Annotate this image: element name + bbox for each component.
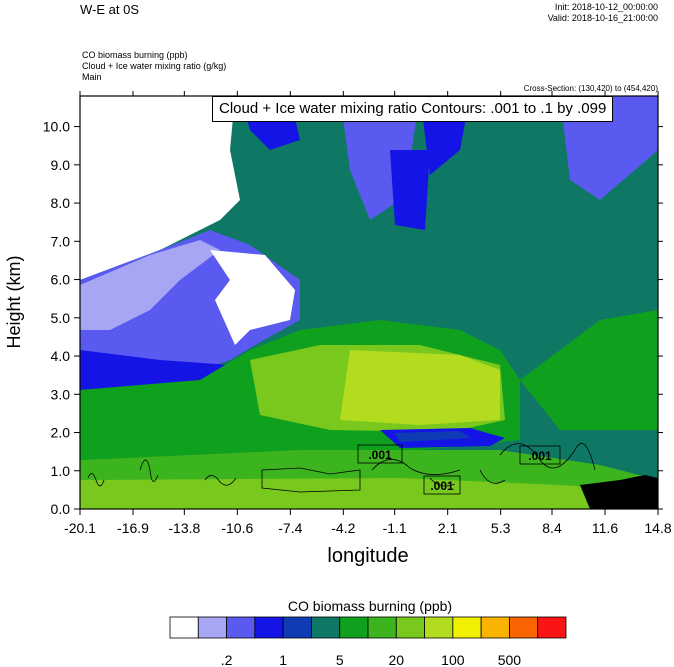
field-main-label: Main [82, 72, 102, 82]
x-tick-label: -1.1 [383, 520, 407, 536]
plot-title: W-E at 0S [80, 2, 140, 17]
colorbar-cell [509, 616, 539, 639]
colorbar-cell [282, 616, 312, 639]
x-tick-label: 8.4 [542, 520, 562, 536]
y-tick-label: 10.0 [43, 119, 70, 135]
colorbar-cell [339, 616, 369, 639]
contour-tags: .001 .001 .001 [357, 444, 561, 495]
cross-section-label: Cross-Section: (130,420) to (454,420) [523, 84, 658, 93]
contour-tag-label: .001 [368, 448, 392, 462]
cloud-contours [87, 443, 596, 493]
contour-tag-label: .001 [430, 479, 454, 493]
colorbar-tick-label: 100 [441, 652, 465, 667]
x-axis: -20.1 -16.9 -13.8 -10.6 -7.4 -4.2 -1.1 2.1 5.3 8.… [64, 91, 672, 536]
y-axis-label: Height (km) [4, 255, 24, 348]
x-tick-label: -16.9 [117, 520, 149, 536]
y-tick-label: 2.0 [51, 425, 71, 441]
colorbar-cell [424, 616, 454, 639]
contour-tag-box [423, 475, 461, 495]
colorbar-cell [537, 616, 567, 639]
colorbar-cell [197, 616, 227, 639]
colorbar-cell [254, 616, 284, 639]
valid-time: Valid: 2018-10-16_21:00:00 [547, 13, 658, 23]
x-tick-label: -20.1 [64, 520, 96, 536]
x-tick-label: -7.4 [278, 520, 302, 536]
contour-tag-box [519, 445, 561, 465]
heatmap-field [80, 96, 658, 509]
x-tick-label: 5.3 [491, 520, 511, 536]
colorbar-tick-label: 1 [279, 652, 287, 667]
colorbar-cell [367, 616, 397, 639]
colorbar-title: CO biomass burning (ppb) [288, 598, 452, 614]
x-axis-label: longitude [327, 545, 408, 567]
field-co-label: CO biomass burning (ppb) [82, 50, 188, 60]
field-cloud-label: Cloud + Ice water mixing ratio (g/kg) [82, 61, 227, 71]
x-tick-label: 2.1 [438, 520, 458, 536]
y-tick-label: 7.0 [51, 233, 71, 249]
colorbar-labels: .2 1 5 20 100 500 [221, 652, 522, 667]
init-time: Init: 2018-10-12_00:00:00 [554, 2, 658, 12]
x-tick-label: -10.6 [221, 520, 253, 536]
colorbar-cell [311, 616, 341, 639]
colorbar [169, 616, 567, 639]
x-tick-label: 11.6 [592, 520, 618, 536]
y-tick-label: 6.0 [51, 272, 71, 288]
x-tick-label: -13.8 [168, 520, 200, 536]
y-tick-label: 0.0 [51, 501, 71, 517]
y-tick-label: 3.0 [51, 386, 71, 402]
contour-info-box: Cloud + Ice water mixing ratio Contours:… [212, 96, 614, 122]
colorbar-tick-label: 500 [498, 652, 522, 667]
x-tick-label: 14.8 [644, 520, 671, 536]
y-tick-label: 8.0 [51, 195, 71, 211]
colorbar-tick-label: 5 [336, 652, 344, 667]
colorbar-cell [480, 616, 510, 639]
y-tick-label: 5.0 [51, 310, 71, 326]
colorbar-cell [169, 616, 199, 639]
colorbar-cell [452, 616, 482, 639]
time-info: Init: 2018-10-12_00:00:00 Valid: 2018-10… [548, 2, 658, 24]
contour-tag-label: .001 [528, 449, 552, 463]
y-tick-label: 4.0 [51, 348, 71, 364]
contour-tag-box [357, 444, 403, 464]
colorbar-cell [226, 616, 256, 639]
colorbar-cell [395, 616, 425, 639]
colorbar-tick-label: .2 [221, 652, 233, 667]
y-tick-label: 1.0 [51, 463, 71, 479]
y-axis: 0.0 1.0 2.0 3.0 4.0 5.0 6.0 7.0 8.0 9.0 10.0 [43, 119, 663, 517]
colorbar-tick-label: 20 [388, 652, 404, 667]
y-tick-label: 9.0 [51, 157, 71, 173]
x-tick-label: -4.2 [331, 520, 355, 536]
